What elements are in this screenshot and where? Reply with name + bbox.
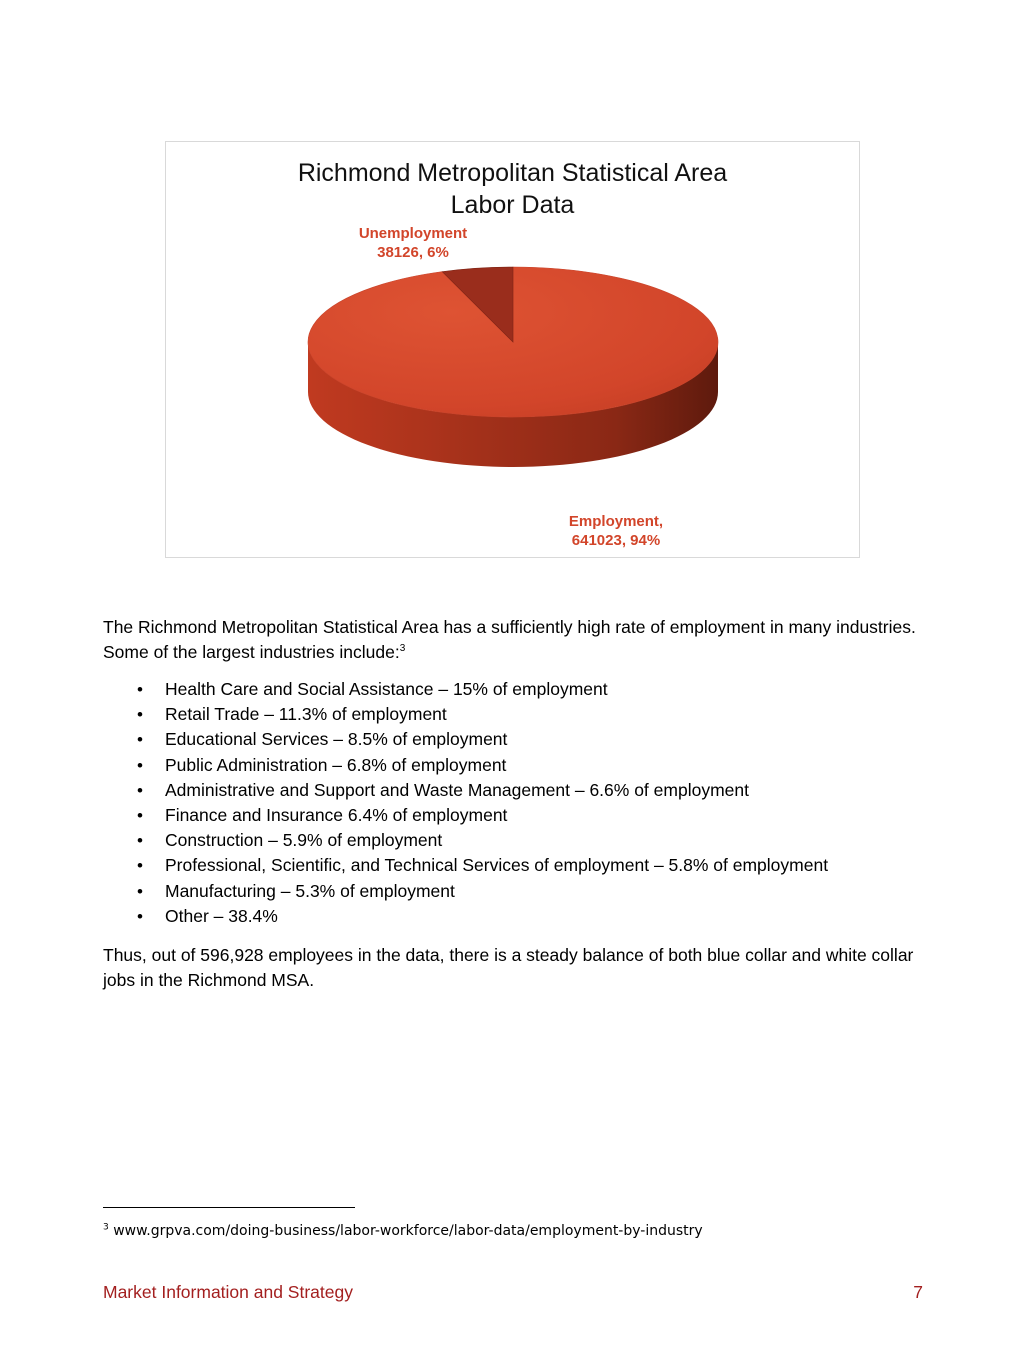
unemployment-label-line-1: Unemployment — [358, 225, 468, 242]
unemployment-slice-label: Unemployment 38126, 6% — [338, 224, 488, 262]
footnote-number: 3 — [103, 1222, 109, 1233]
page-number: 7 — [913, 1282, 923, 1302]
list-item: Other – 38.4% — [137, 904, 828, 929]
footnote-divider — [103, 1207, 355, 1208]
unemployment-label-line-2: 38126, 6% — [377, 244, 449, 261]
list-item: Manufacturing – 5.3% of employment — [137, 879, 828, 904]
footnote-ref: 3 — [399, 643, 406, 655]
employment-label-line-1: Employment, — [568, 513, 664, 530]
list-item: Educational Services – 8.5% of employmen… — [137, 727, 828, 752]
list-item: Professional, Scientific, and Technical … — [137, 853, 828, 878]
footer-section-title: Market Information and Strategy — [103, 1282, 353, 1302]
pie-side-wall — [308, 342, 718, 467]
list-item: Construction – 5.9% of employment — [137, 828, 828, 853]
intro-paragraph: The Richmond Metropolitan Statistical Ar… — [103, 615, 923, 665]
list-item: Finance and Insurance 6.4% of employment — [137, 803, 828, 828]
chart-title-line-1: Richmond Metropolitan Statistical Area — [297, 159, 728, 187]
list-item: Retail Trade – 11.3% of employment — [137, 702, 828, 727]
intro-text: The Richmond Metropolitan Statistical Ar… — [103, 617, 916, 662]
industries-list: Health Care and Social Assistance – 15% … — [137, 677, 828, 929]
chart-title-line-2: Labor Data — [450, 191, 575, 219]
footnote-link[interactable]: www.grpva.com/doing-business/labor-workf… — [113, 1223, 703, 1239]
pie-slice-unemployment — [441, 266, 514, 343]
pie-chart: Richmond Metropolitan Statistical Area L… — [165, 141, 860, 558]
footnote: 3 www.grpva.com/doing-business/labor-wor… — [103, 1221, 703, 1241]
employment-label-line-2: 641023, 94% — [571, 532, 661, 549]
pie-chart-svg — [307, 266, 719, 467]
conclusion-paragraph: Thus, out of 596,928 employees in the da… — [103, 945, 914, 990]
employment-slice-label: Employment, 641023, 94% — [546, 512, 686, 550]
list-item: Health Care and Social Assistance – 15% … — [137, 677, 828, 702]
list-item: Administrative and Support and Waste Man… — [137, 778, 828, 803]
list-item: Public Administration – 6.8% of employme… — [137, 753, 828, 778]
